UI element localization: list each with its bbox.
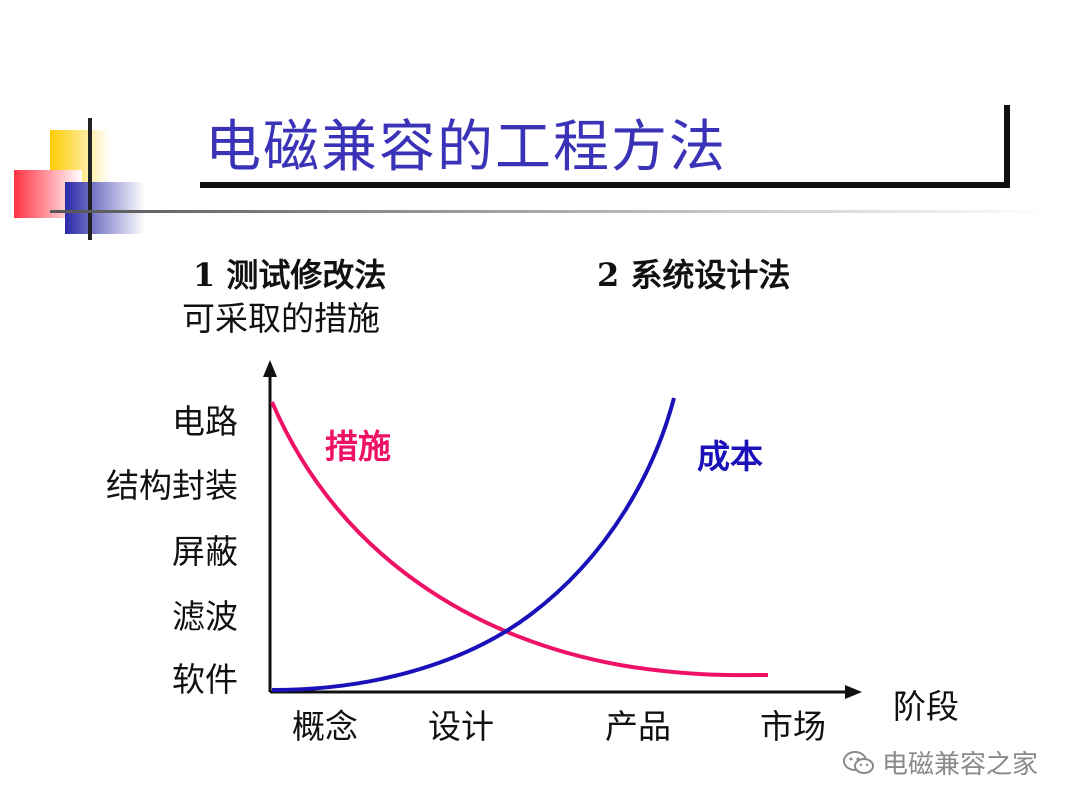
y-axis-arrow: [263, 360, 277, 377]
page-title: 电磁兼容的工程方法: [205, 115, 727, 180]
title-right-bracket: [1004, 105, 1010, 188]
stage-label: 设计: [428, 707, 494, 746]
watermark-text: 电磁兼容之家: [882, 750, 1039, 780]
wechat-icon: [843, 750, 874, 774]
blue-square: [65, 182, 145, 234]
measures-curve-label: 措施: [325, 427, 391, 466]
vertical-bar: [88, 118, 92, 240]
x-axis-label: 阶段: [893, 687, 959, 726]
stage-label: 概念: [292, 707, 358, 746]
header-decoration: [14, 105, 1050, 240]
method-system-design: 2 系统设计法: [597, 256, 791, 294]
title-underline: [200, 182, 1010, 188]
horizontal-rule: [50, 210, 1050, 213]
x-axis-arrow: [845, 685, 862, 699]
method-test-modify: 1 测试修改法: [193, 256, 387, 294]
stage-label: 市场: [760, 707, 826, 746]
measure-label: 电路: [172, 402, 238, 441]
measure-label: 软件: [172, 660, 238, 699]
cost-curve-label: 成本: [697, 437, 763, 476]
watermark: 电磁兼容之家: [842, 744, 1038, 781]
stage-label: 产品: [605, 707, 671, 746]
measure-label: 屏蔽: [172, 532, 238, 571]
measure-label: 滤波: [172, 597, 238, 636]
cost-curve: [271, 397, 676, 692]
measures-subtitle: 可采取的措施: [182, 299, 380, 338]
measure-label: 结构封装: [106, 466, 238, 505]
measures-curve: [270, 401, 769, 678]
